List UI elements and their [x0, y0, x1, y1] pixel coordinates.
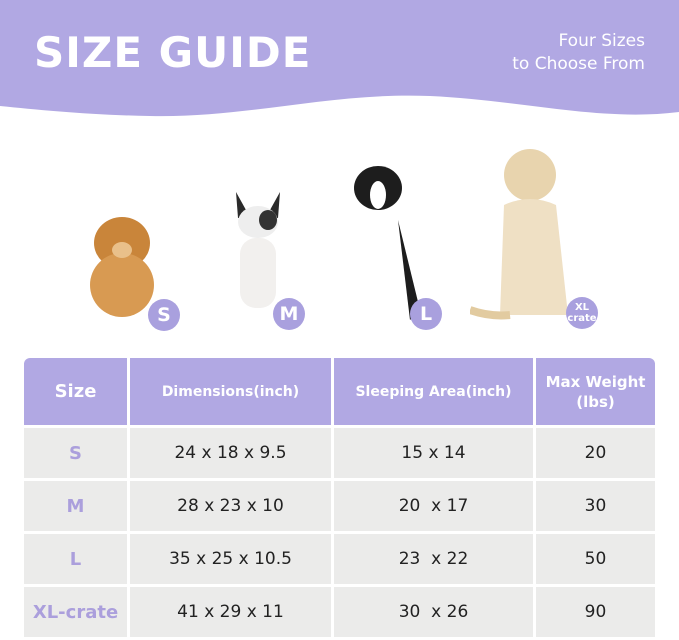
subtitle-line-1: Four Sizes: [558, 31, 646, 51]
dimensions-cell: 24 x 18 x 9.5: [130, 428, 331, 478]
sleeping-area-cell: 23 x 22: [334, 534, 533, 584]
size-table: Size Dimensions(inch) Sleeping Area(inch…: [24, 358, 655, 640]
header-max-weight-unit: (lbs): [576, 392, 615, 411]
sleeping-area-cell: 30 x 26: [334, 587, 533, 637]
sleeping-area-cell: 15 x 14: [334, 428, 533, 478]
subtitle-line-2: to Choose From: [512, 54, 645, 74]
french-bulldog-photo: [236, 192, 280, 308]
size-badge-l: L: [410, 298, 442, 330]
table-row: S 24 x 18 x 9.5 15 x 14 20: [24, 428, 655, 478]
size-cell: XL-crate: [24, 587, 127, 637]
table-row: XL-crate 41 x 29 x 11 30 x 26 90: [24, 587, 655, 637]
labrador-photo: [470, 149, 568, 320]
dimensions-cell: 28 x 23 x 10: [130, 481, 331, 531]
dimensions-cell: 41 x 29 x 11: [130, 587, 331, 637]
table-row: M 28 x 23 x 10 20 x 17 30: [24, 481, 655, 531]
dimensions-cell: 35 x 25 x 10.5: [130, 534, 331, 584]
subtitle: Four Sizes to Choose From: [512, 30, 645, 76]
max-weight-cell: 90: [536, 587, 655, 637]
page-title: SIZE GUIDE: [34, 28, 312, 77]
size-cell: S: [24, 428, 127, 478]
badge-line-1: XL: [574, 302, 590, 313]
header-max-weight: Max Weight (lbs): [536, 358, 655, 425]
header-max-weight-line1: Max Weight: [545, 372, 646, 391]
size-cell: L: [24, 534, 127, 584]
size-badge-xl-crate: XL crate: [566, 297, 598, 329]
table-header-row: Size Dimensions(inch) Sleeping Area(inch…: [24, 358, 655, 425]
table-row: L 35 x 25 x 10.5 23 x 22 50: [24, 534, 655, 584]
max-weight-cell: 20: [536, 428, 655, 478]
header-dimensions: Dimensions(inch): [130, 358, 331, 425]
header-banner: [0, 0, 679, 117]
size-cell: M: [24, 481, 127, 531]
size-badge-s: S: [148, 299, 180, 331]
pomeranian-photo: [90, 217, 154, 317]
size-badge-m: M: [273, 298, 305, 330]
badge-line-2: crate: [567, 313, 597, 324]
header-size: Size: [24, 358, 127, 425]
header-sleeping-area: Sleeping Area(inch): [334, 358, 533, 425]
border-collie-photo: [350, 166, 420, 320]
max-weight-cell: 30: [536, 481, 655, 531]
sleeping-area-cell: 20 x 17: [334, 481, 533, 531]
max-weight-cell: 50: [536, 534, 655, 584]
